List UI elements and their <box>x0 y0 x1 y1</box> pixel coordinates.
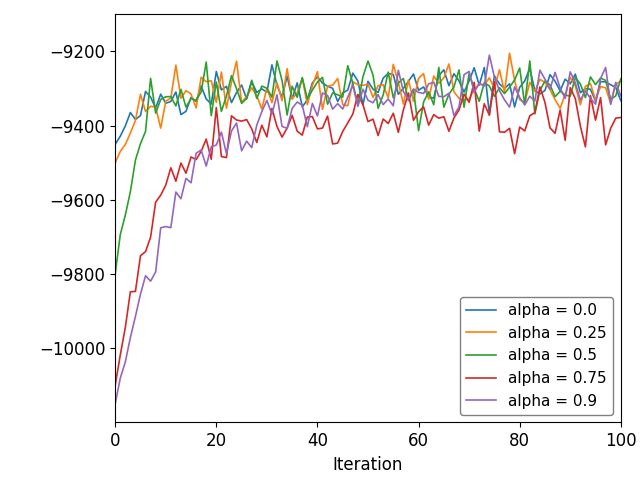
alpha = 0.25 <box>617 78 625 84</box>
alpha = 0.75 <box>490 79 498 84</box>
alpha = 0.5 <box>415 128 422 133</box>
alpha = 0.5 <box>490 94 498 99</box>
alpha = 0.0 <box>268 62 276 68</box>
alpha = 0.0 <box>349 70 356 76</box>
Line: alpha = 0.25: alpha = 0.25 <box>115 53 621 163</box>
alpha = 0.5 <box>526 58 534 64</box>
alpha = 0.0 <box>147 94 154 100</box>
alpha = 0.0 <box>495 81 503 87</box>
alpha = 0.75 <box>617 115 625 120</box>
Legend: alpha = 0.0, alpha = 0.25, alpha = 0.5, alpha = 0.75, alpha = 0.9: alpha = 0.0, alpha = 0.25, alpha = 0.5, … <box>460 297 613 415</box>
alpha = 0.25 <box>238 99 246 105</box>
alpha = 0.9 <box>415 90 422 96</box>
alpha = 0.75 <box>344 120 351 126</box>
alpha = 0.0 <box>617 98 625 104</box>
alpha = 0.9 <box>495 88 503 94</box>
alpha = 0.75 <box>415 109 422 115</box>
alpha = 0.0 <box>111 141 119 147</box>
alpha = 0.5 <box>344 63 351 69</box>
alpha = 0.0 <box>420 84 428 90</box>
alpha = 0.25 <box>506 50 513 56</box>
alpha = 0.9 <box>617 93 625 99</box>
Line: alpha = 0.75: alpha = 0.75 <box>115 82 621 385</box>
Line: alpha = 0.0: alpha = 0.0 <box>115 65 621 144</box>
alpha = 0.5 <box>111 271 119 277</box>
alpha = 0.0 <box>470 65 478 71</box>
alpha = 0.25 <box>111 160 119 166</box>
alpha = 0.5 <box>617 76 625 82</box>
alpha = 0.75 <box>465 99 473 105</box>
alpha = 0.75 <box>238 118 246 124</box>
alpha = 0.75 <box>147 234 154 240</box>
alpha = 0.9 <box>344 95 351 100</box>
alpha = 0.5 <box>238 100 246 106</box>
alpha = 0.9 <box>486 52 493 58</box>
X-axis label: Iteration: Iteration <box>333 456 403 474</box>
alpha = 0.25 <box>490 85 498 91</box>
alpha = 0.75 <box>111 383 119 388</box>
alpha = 0.9 <box>111 401 119 407</box>
alpha = 0.25 <box>465 96 473 102</box>
alpha = 0.5 <box>465 71 473 76</box>
alpha = 0.0 <box>238 82 246 88</box>
alpha = 0.75 <box>495 129 503 135</box>
Line: alpha = 0.5: alpha = 0.5 <box>115 61 621 274</box>
alpha = 0.25 <box>415 75 422 81</box>
Line: alpha = 0.9: alpha = 0.9 <box>115 55 621 404</box>
alpha = 0.5 <box>147 75 154 81</box>
alpha = 0.9 <box>147 278 154 284</box>
alpha = 0.25 <box>344 103 351 108</box>
alpha = 0.9 <box>238 148 246 154</box>
alpha = 0.9 <box>465 69 473 74</box>
alpha = 0.25 <box>147 103 154 109</box>
